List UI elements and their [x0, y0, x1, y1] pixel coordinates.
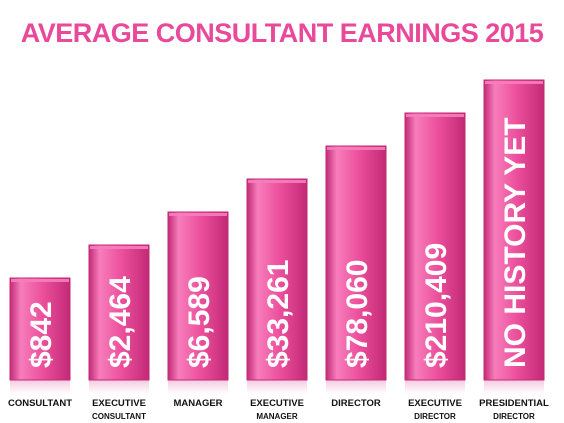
bar-body: [246, 178, 308, 381]
bar-reflection: [484, 380, 544, 394]
category-label: CONSULTANT: [8, 398, 72, 409]
bar-value-label: $6,589: [183, 276, 216, 368]
bar-7: [483, 79, 545, 394]
category-label: DIRECTOR: [493, 412, 535, 421]
bar-value-label: $2,464: [104, 276, 137, 368]
chart-title: AVERAGE CONSULTANT EARNINGS 2015: [20, 18, 544, 48]
category-label: PRESIDENTIAL: [479, 398, 549, 409]
bar-body: [88, 244, 150, 381]
category-label: MANAGER: [256, 412, 298, 421]
category-label: DIRECTOR: [331, 398, 381, 409]
bar-value-label: NO HISTORY YET: [499, 117, 532, 368]
bar-cap: [90, 246, 148, 249]
bar-body: [325, 145, 387, 381]
category-label: EXECUTIVE: [92, 398, 146, 409]
category-label: CONSULTANT: [92, 412, 146, 421]
bars-group: $842 $2,464 $6,589 $33,261 $78,060 $210,409 NO…: [9, 79, 545, 394]
bar-cap: [327, 147, 385, 150]
bar-body: [404, 112, 466, 381]
category-label: EXECUTIVE: [250, 398, 304, 409]
bar-value-label: $33,261: [262, 260, 295, 368]
bar-value-label: $78,060: [341, 260, 374, 368]
bar-reflection: [405, 380, 465, 394]
bar-5: [325, 145, 387, 394]
category-label: MANAGER: [173, 398, 222, 409]
bar-value-label: $210,409: [420, 243, 453, 368]
bar-body: [9, 277, 71, 381]
bar-3: [167, 211, 229, 394]
bar-cap: [169, 213, 227, 216]
bar-4: [246, 178, 308, 394]
bar-reflection: [168, 380, 228, 394]
bar-reflection: [10, 380, 70, 394]
bar-cap: [406, 114, 464, 117]
bar-cap: [11, 279, 69, 282]
bar-2: [88, 244, 150, 394]
bar-reflection: [326, 380, 386, 394]
category-label: EXECUTIVE: [408, 398, 462, 409]
bar-reflection: [89, 380, 149, 394]
bar-value-label: $842: [25, 301, 58, 368]
bar-body: [483, 79, 545, 381]
category-label: DIRECTOR: [414, 412, 456, 421]
bar-1: [9, 277, 71, 394]
bar-cap: [248, 180, 306, 183]
bar-cap: [485, 81, 543, 84]
bar-reflection: [247, 380, 307, 394]
bar-body: [167, 211, 229, 381]
bar-6: [404, 112, 466, 394]
category-labels-group: CONSULTANT EXECUTIVE CONSULTANT MANAGER EXEC…: [8, 398, 549, 421]
